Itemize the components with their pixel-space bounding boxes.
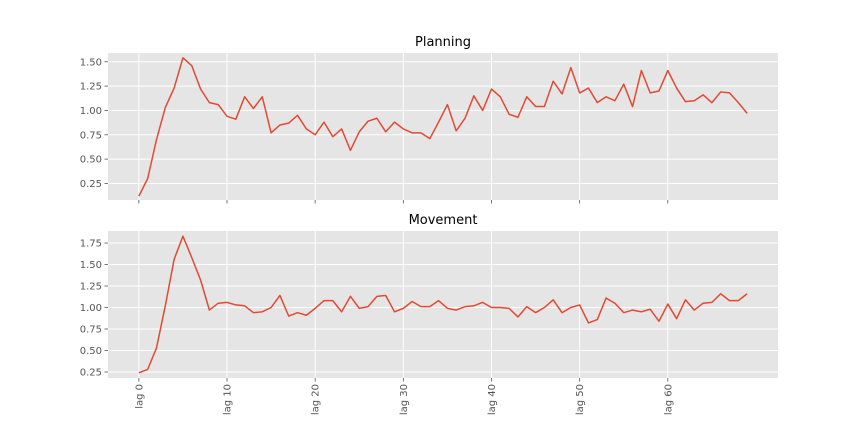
planning-y-tick-label: 0.75 xyxy=(80,130,102,141)
planning-y-tick-label: 0.25 xyxy=(80,179,102,190)
planning-title: Planning xyxy=(415,35,471,50)
movement-y-tick-label: 1.75 xyxy=(80,239,102,250)
planning-y-tick-label: 1.00 xyxy=(80,106,102,117)
movement-subplot: 0.25 0.50 0.75 1.00 1.25 1.50 1.75 lag 0 lag 10… xyxy=(80,213,778,415)
planning-x-ticks xyxy=(138,200,669,204)
movement-y-tick-label: 1.50 xyxy=(80,260,102,271)
movement-y-tick-label: 1.00 xyxy=(80,303,102,314)
movement-y-ticks: 0.25 0.50 0.75 1.00 1.25 1.50 1.75 xyxy=(80,239,108,378)
planning-series-line xyxy=(138,57,748,197)
movement-x-tick-label: lag 30 xyxy=(399,384,410,415)
planning-y-tick-label: 1.50 xyxy=(80,57,102,68)
movement-x-tick-label: lag 10 xyxy=(223,384,234,415)
movement-y-tick-label: 0.25 xyxy=(80,367,102,378)
movement-x-tick-label: lag 0 xyxy=(134,384,145,409)
movement-series-line xyxy=(138,235,748,374)
movement-x-tick-label: lag 50 xyxy=(575,384,586,415)
movement-title: Movement xyxy=(409,213,478,228)
planning-y-ticks: 0.25 0.50 0.75 1.00 1.25 1.50 xyxy=(80,57,108,190)
planning-y-tick-label: 1.25 xyxy=(80,82,102,93)
movement-x-tick-label: lag 40 xyxy=(487,384,498,415)
planning-plot-background xyxy=(108,53,778,200)
movement-y-tick-label: 1.25 xyxy=(80,282,102,293)
planning-grid xyxy=(108,53,778,200)
movement-y-tick-label: 0.75 xyxy=(80,325,102,336)
movement-x-ticks: lag 0 lag 10 lag 20 lag 30 lag 40 lag 50 lag 6… xyxy=(134,378,674,415)
movement-grid xyxy=(108,231,778,378)
planning-y-tick-label: 0.50 xyxy=(80,155,102,166)
movement-x-tick-label: lag 60 xyxy=(663,384,674,415)
movement-x-tick-label: lag 20 xyxy=(311,384,322,415)
planning-subplot: 0.25 0.50 0.75 1.00 1.25 1.50 Planning xyxy=(80,35,778,204)
movement-y-tick-label: 0.50 xyxy=(80,346,102,357)
